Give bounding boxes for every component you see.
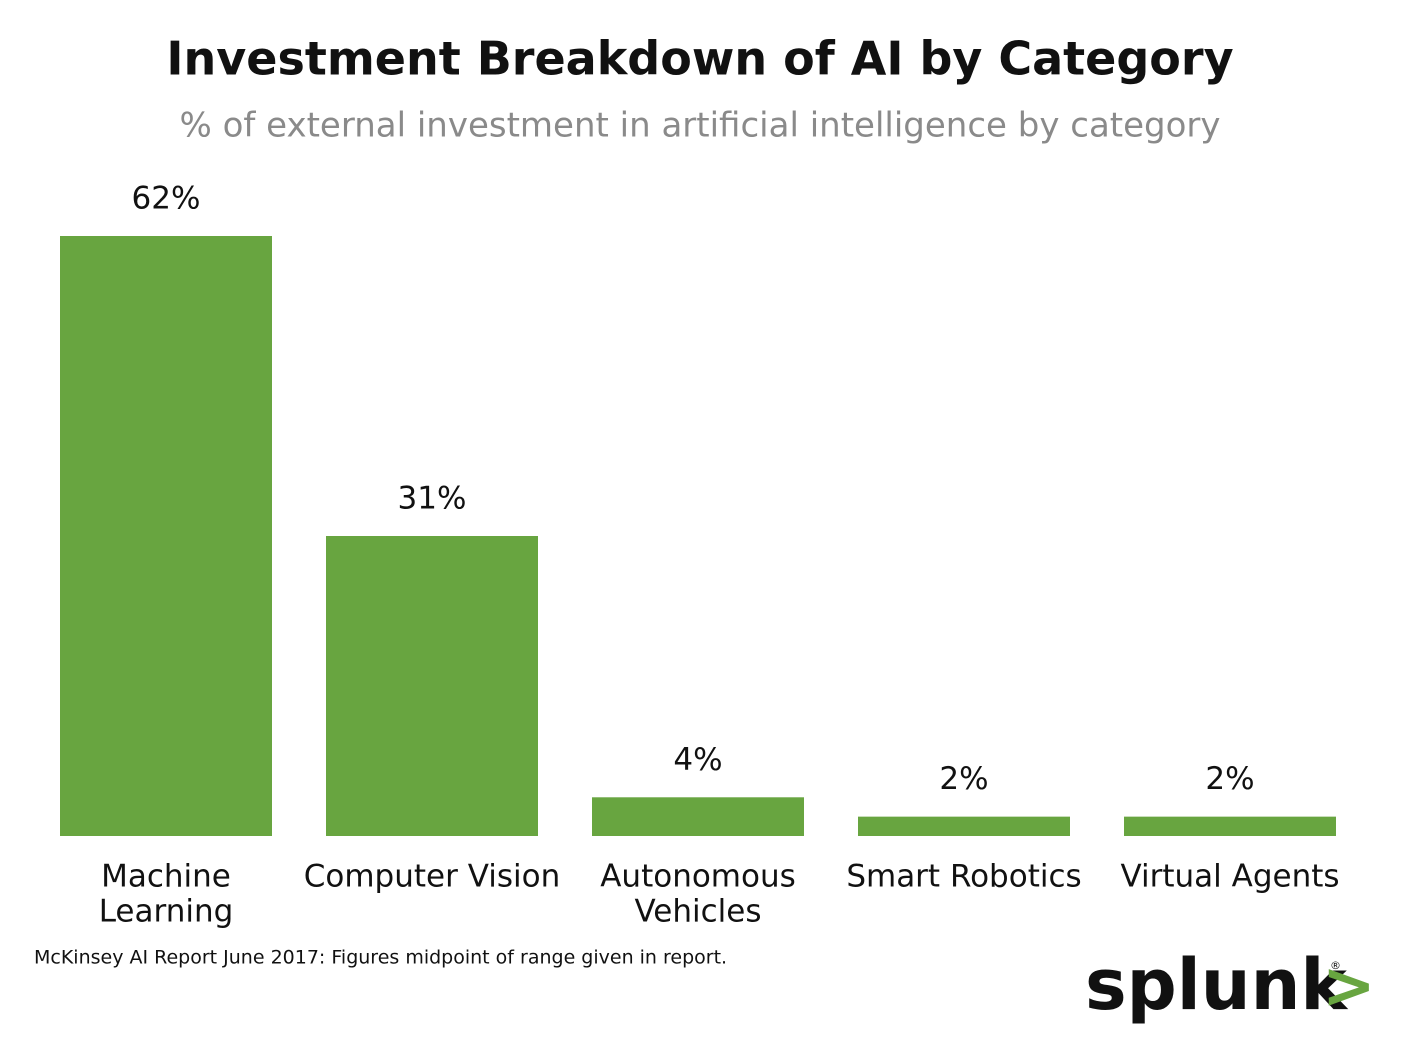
value-label: 2%	[1205, 761, 1254, 797]
x-tick-label: Computer Vision	[304, 859, 560, 895]
chart-subtitle: % of external investment in artificial i…	[179, 106, 1220, 146]
chart-title: Investment Breakdown of AI by Category	[166, 32, 1233, 86]
x-tick-label: Smart Robotics	[846, 859, 1081, 895]
x-tick-label: Autonomous	[600, 859, 796, 895]
x-tick-label: Learning	[99, 894, 234, 930]
logo-word: splunk	[1085, 944, 1348, 1026]
bar	[60, 236, 272, 836]
value-label: 62%	[132, 181, 201, 217]
value-label: 4%	[673, 742, 722, 778]
bar	[1124, 816, 1336, 836]
x-tick-label: Machine	[101, 859, 231, 895]
x-tick-label: Vehicles	[634, 894, 761, 930]
source-note: McKinsey AI Report June 2017: Figures mi…	[34, 947, 727, 969]
bar	[326, 536, 538, 836]
logo-chevron: >	[1322, 950, 1376, 1024]
bar	[858, 816, 1070, 836]
x-tick-label: Virtual Agents	[1120, 859, 1339, 895]
logo-registered: ®	[1330, 959, 1341, 972]
value-label: 2%	[939, 761, 988, 797]
bar	[592, 797, 804, 836]
value-label: 31%	[398, 481, 467, 517]
